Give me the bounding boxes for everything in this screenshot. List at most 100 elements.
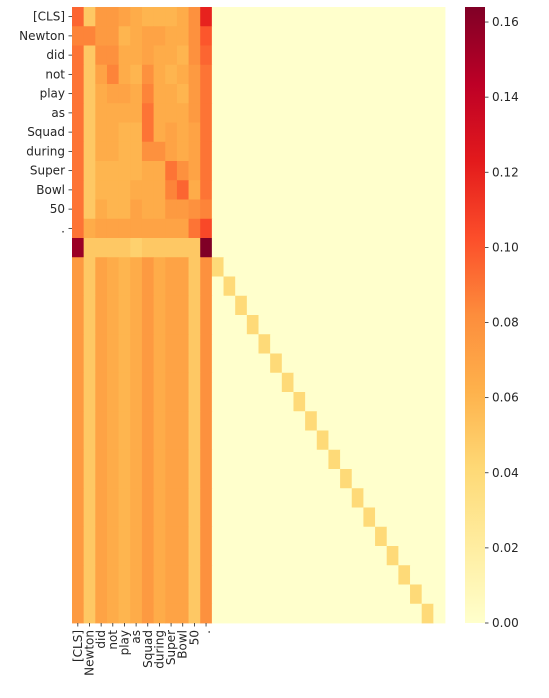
heatmap-cell bbox=[223, 295, 236, 316]
heatmap-cell bbox=[83, 161, 96, 181]
heatmap-cell bbox=[95, 161, 108, 181]
heatmap-cell bbox=[340, 257, 353, 277]
heatmap-cell bbox=[153, 103, 166, 123]
heatmap-cell bbox=[95, 103, 108, 123]
heatmap-cell bbox=[398, 84, 411, 104]
heatmap-cell bbox=[386, 257, 399, 277]
heatmap-cell bbox=[351, 141, 364, 162]
heatmap-cell bbox=[258, 488, 271, 508]
heatmap-cell bbox=[410, 141, 423, 162]
heatmap-cell bbox=[316, 122, 329, 143]
heatmap-cell bbox=[270, 141, 283, 162]
heatmap-cell bbox=[72, 334, 85, 354]
heatmap-cell bbox=[106, 315, 120, 335]
heatmap-cell bbox=[386, 276, 399, 297]
heatmap-cell bbox=[200, 161, 213, 181]
heatmap-cell bbox=[235, 26, 248, 46]
heatmap-cell bbox=[386, 603, 399, 624]
heatmap-cell bbox=[398, 372, 411, 393]
heatmap-cell bbox=[270, 353, 283, 374]
heatmap-cell bbox=[351, 161, 364, 181]
heatmap-cell bbox=[200, 218, 213, 239]
heatmap-cell bbox=[363, 315, 376, 335]
heatmap-cell bbox=[386, 218, 399, 239]
heatmap-cell bbox=[200, 141, 213, 162]
heatmap-cell bbox=[211, 103, 224, 123]
heatmap-cell bbox=[375, 122, 388, 143]
heatmap-cell bbox=[141, 334, 154, 354]
heatmap-cell bbox=[235, 218, 248, 239]
heatmap-cell bbox=[281, 84, 294, 104]
heatmap-cell bbox=[316, 565, 329, 585]
heatmap-cell bbox=[211, 64, 224, 85]
heatmap-cell bbox=[293, 64, 306, 85]
heatmap-cell bbox=[340, 546, 353, 566]
heatmap-cell bbox=[106, 84, 120, 104]
heatmap-cell bbox=[200, 315, 213, 335]
heatmap-cell bbox=[118, 411, 131, 431]
heatmap-cell bbox=[235, 353, 248, 374]
heatmap-cell bbox=[130, 449, 143, 470]
heatmap-cell bbox=[398, 392, 411, 412]
heatmap-cell bbox=[95, 218, 108, 239]
heatmap-cell bbox=[328, 565, 341, 585]
heatmap-cell bbox=[281, 315, 294, 335]
heatmap-cell bbox=[410, 488, 423, 508]
heatmap-cell bbox=[223, 7, 236, 27]
heatmap-cell bbox=[83, 392, 96, 412]
heatmap-cell bbox=[153, 353, 166, 374]
heatmap-cell bbox=[363, 469, 376, 489]
heatmap-cell bbox=[410, 334, 423, 354]
heatmap-cell bbox=[176, 45, 189, 66]
heatmap-cell bbox=[223, 64, 236, 85]
heatmap-cell bbox=[211, 584, 224, 605]
heatmap-cell bbox=[258, 584, 271, 605]
heatmap-cell bbox=[130, 546, 143, 566]
heatmap-cell bbox=[410, 122, 423, 143]
heatmap-cell bbox=[188, 469, 201, 489]
heatmap-cell bbox=[328, 526, 341, 547]
heatmap-cell bbox=[246, 372, 259, 393]
heatmap-cell bbox=[421, 180, 434, 200]
heatmap-cell bbox=[375, 526, 388, 547]
heatmap-cell bbox=[363, 26, 376, 46]
heatmap-cell bbox=[95, 141, 108, 162]
heatmap-cell bbox=[176, 392, 189, 412]
heatmap-cell bbox=[281, 526, 294, 547]
heatmap-cell bbox=[211, 276, 224, 297]
heatmap-cell bbox=[328, 199, 341, 220]
heatmap-cell bbox=[165, 84, 178, 104]
heatmap-cell bbox=[141, 584, 154, 605]
heatmap-cell bbox=[386, 392, 399, 412]
heatmap-cell bbox=[95, 507, 108, 528]
heatmap-cell bbox=[433, 45, 446, 66]
heatmap-cell bbox=[351, 449, 364, 470]
heatmap-cell bbox=[270, 315, 283, 335]
heatmap-cell bbox=[351, 565, 364, 585]
heatmap-cell bbox=[270, 295, 283, 316]
heatmap-cell bbox=[305, 449, 318, 470]
heatmap-cell bbox=[106, 526, 120, 547]
heatmap-cell bbox=[106, 141, 120, 162]
heatmap-cell bbox=[223, 584, 236, 605]
heatmap-cell bbox=[188, 103, 201, 123]
heatmap-cell bbox=[72, 488, 85, 508]
heatmap-cell bbox=[235, 584, 248, 605]
heatmap-cell bbox=[398, 411, 411, 431]
heatmap-cell bbox=[281, 257, 294, 277]
heatmap-cell bbox=[328, 372, 341, 393]
heatmap-cell bbox=[433, 488, 446, 508]
heatmap-cell bbox=[188, 26, 201, 46]
heatmap-cell bbox=[153, 565, 166, 585]
heatmap-cell bbox=[433, 103, 446, 123]
heatmap-cell bbox=[293, 469, 306, 489]
heatmap-cell bbox=[363, 238, 376, 258]
heatmap-cell bbox=[223, 372, 236, 393]
heatmap-cell bbox=[340, 392, 353, 412]
heatmap-cell bbox=[316, 26, 329, 46]
heatmap-cell bbox=[421, 315, 434, 335]
heatmap-cell bbox=[351, 238, 364, 258]
heatmap-cell bbox=[200, 238, 213, 258]
heatmap-cell bbox=[433, 353, 446, 374]
heatmap-cell bbox=[235, 526, 248, 547]
